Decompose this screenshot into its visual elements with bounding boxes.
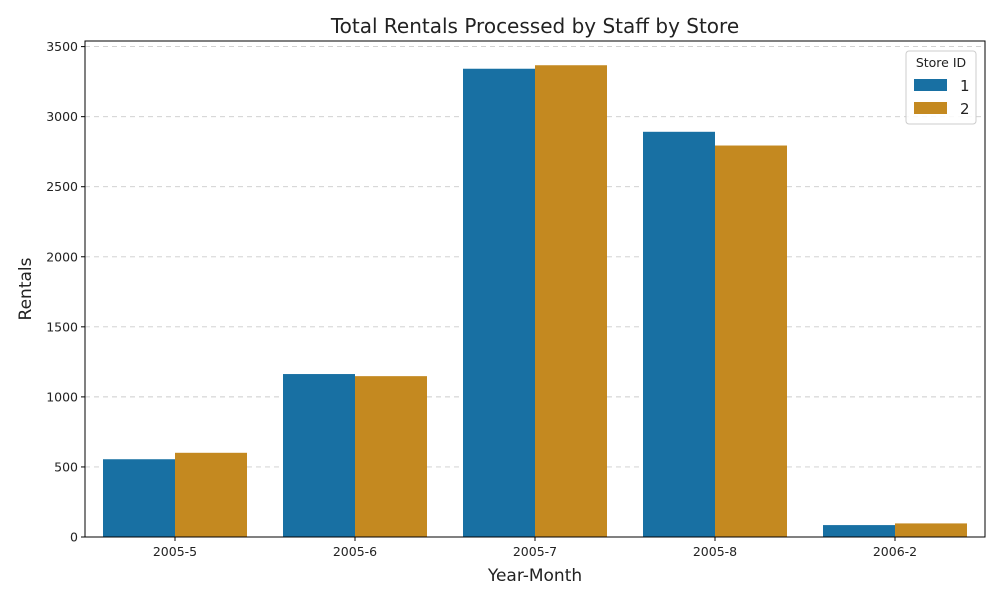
- bar-store-1-2005-7: [463, 68, 535, 537]
- y-tick-label: 3500: [46, 39, 78, 54]
- chart-title: Total Rentals Processed by Staff by Stor…: [330, 14, 739, 38]
- y-tick-label: 1500: [46, 319, 78, 334]
- legend-label-2: 2: [960, 100, 970, 118]
- x-tick-label: 2005-6: [333, 544, 377, 559]
- y-tick-label: 2000: [46, 249, 78, 264]
- bar-store-1-2005-5: [103, 459, 175, 537]
- bars: [103, 65, 967, 537]
- bar-store-1-2005-8: [643, 131, 715, 537]
- x-tick-label: 2005-7: [513, 544, 557, 559]
- bar-store-2-2005-6: [355, 376, 427, 537]
- bar-store-1-2005-6: [283, 374, 355, 537]
- y-axis-label: Rentals: [16, 257, 36, 320]
- legend-title: Store ID: [916, 55, 966, 70]
- bar-store-2-2005-5: [175, 452, 247, 537]
- bar-store-1-2006-2: [823, 525, 895, 537]
- y-tick-label: 0: [70, 530, 78, 545]
- y-tick-label: 3000: [46, 109, 78, 124]
- bar-store-2-2006-2: [895, 523, 967, 537]
- x-axis: 2005-5 2005-6 2005-7 2005-8 2006-2: [153, 537, 917, 559]
- x-tick-label: 2006-2: [873, 544, 917, 559]
- y-tick-label: 2500: [46, 179, 78, 194]
- y-tick-label: 1000: [46, 389, 78, 404]
- legend-label-1: 1: [960, 77, 970, 95]
- legend-swatch-2: [914, 102, 947, 114]
- bar-store-2-2005-7: [535, 65, 607, 537]
- x-tick-label: 2005-5: [153, 544, 197, 559]
- x-axis-label: Year-Month: [487, 566, 582, 586]
- y-tick-label: 500: [54, 459, 78, 474]
- bar-store-2-2005-8: [715, 145, 787, 537]
- x-tick-label: 2005-8: [693, 544, 737, 559]
- legend: Store ID 1 2: [905, 50, 977, 125]
- legend-swatch-1: [914, 79, 947, 91]
- y-axis: 0 500 1000 1500 2000 2500 3000 3500: [46, 39, 85, 545]
